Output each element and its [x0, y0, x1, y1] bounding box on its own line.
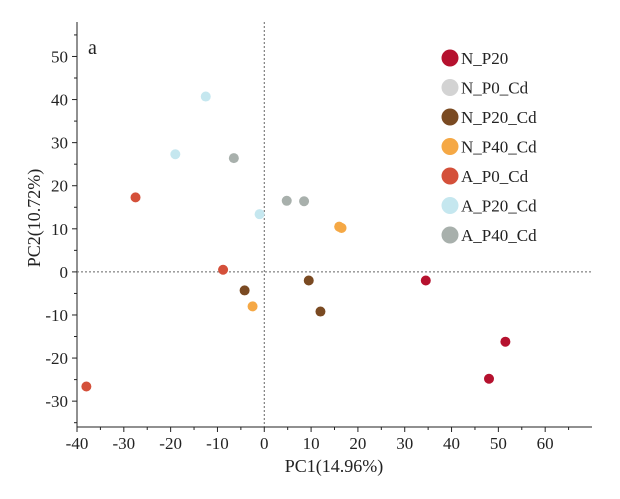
data-point	[81, 381, 92, 392]
data-point	[239, 285, 250, 296]
legend-marker	[441, 108, 459, 126]
data-point	[281, 195, 292, 206]
data-point	[247, 301, 258, 312]
legend-label: A_P40_Cd	[461, 226, 537, 245]
y-tick-label: -20	[45, 349, 68, 368]
data-point	[254, 209, 265, 220]
panel-label: a	[88, 37, 97, 59]
x-tick-label: 10	[303, 434, 320, 453]
data-point	[336, 222, 347, 233]
y-tick-label: 40	[51, 91, 68, 110]
legend-label: N_P20	[461, 49, 508, 68]
legend-label: N_P0_Cd	[461, 79, 529, 98]
data-point	[130, 192, 141, 203]
x-tick-label: -20	[159, 434, 182, 453]
data-point	[299, 196, 310, 207]
x-axis-label: PC1(14.96%)	[285, 456, 384, 477]
y-tick-label: 20	[51, 177, 68, 196]
data-point	[218, 264, 229, 275]
data-point	[200, 91, 211, 102]
x-tick-label: 0	[260, 434, 269, 453]
y-tick-label: 0	[60, 263, 69, 282]
x-tick-label: -10	[206, 434, 229, 453]
data-point	[228, 153, 239, 164]
y-tick-label: 10	[51, 220, 68, 239]
legend-label: A_P20_Cd	[461, 197, 537, 216]
data-point	[170, 149, 181, 160]
legend-marker	[441, 79, 459, 96]
x-tick-label: 40	[443, 434, 460, 453]
y-tick-label: -10	[45, 306, 68, 325]
legend-marker	[441, 49, 459, 67]
data-point	[500, 336, 511, 347]
y-axis-label: PC2(10.72%)	[24, 169, 45, 268]
y-tick-label: 50	[51, 47, 68, 66]
legend-label: N_P20_Cd	[461, 108, 537, 127]
legend-marker	[441, 167, 459, 185]
x-tick-label: 30	[396, 434, 413, 453]
x-tick-label: 50	[490, 434, 507, 453]
data-point	[315, 306, 326, 317]
legend-marker	[441, 197, 459, 214]
x-tick-label: 20	[349, 434, 366, 453]
x-tick-label: 60	[537, 434, 554, 453]
x-tick-label: -40	[66, 434, 89, 453]
data-point	[420, 275, 431, 286]
data-point	[303, 275, 314, 286]
legend-marker	[441, 226, 459, 244]
legend-marker	[441, 138, 459, 155]
y-tick-label: -30	[45, 392, 68, 411]
legend-label: A_P0_Cd	[461, 167, 529, 186]
data-point	[484, 373, 494, 384]
y-tick-label: 30	[51, 134, 68, 153]
legend-label: N_P40_Cd	[461, 138, 537, 157]
x-tick-label: -30	[112, 434, 135, 453]
